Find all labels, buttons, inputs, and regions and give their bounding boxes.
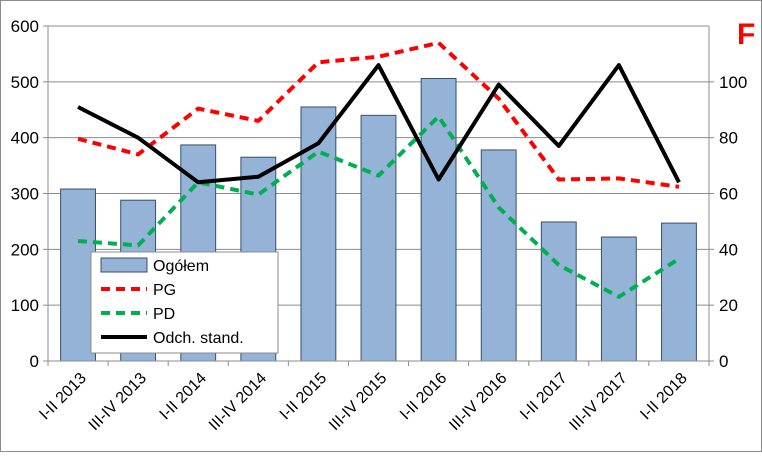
y-right-tick-label: 80	[719, 129, 738, 148]
y-axis-left-ticks: 0 100 200 300 400 500 600	[11, 17, 39, 371]
bar	[360, 114, 397, 362]
x-tick-label: I-II 2015	[277, 370, 331, 424]
x-tick-label: I-II 2013	[36, 370, 90, 424]
x-tick-label: III-IV 2016	[446, 370, 510, 434]
line-series-odch-stand-	[77, 63, 681, 185]
y-left-tick-label: 300	[11, 185, 39, 204]
x-tick-label: III-IV 2013	[86, 370, 150, 434]
bar	[420, 77, 457, 362]
x-tick-label: I-II 2016	[397, 370, 451, 424]
x-tick-label: I-II 2018	[637, 370, 691, 424]
y-left-tick-label: 500	[11, 73, 39, 92]
x-tick-label: III-IV 2017	[566, 370, 630, 434]
bar	[480, 149, 517, 362]
line-series	[77, 40, 681, 299]
y-right-tick-label: 60	[719, 185, 738, 204]
legend-label: PG	[153, 282, 176, 299]
y-left-tick-label: 400	[11, 129, 39, 148]
x-tick-label: III-IV 2015	[326, 370, 390, 434]
x-tick-label: I-II 2017	[517, 370, 571, 424]
y-left-tick-label: 200	[11, 240, 39, 259]
y-left-tick-label: 100	[11, 296, 39, 315]
bar	[600, 236, 637, 362]
y-axis-right-ticks: 0 20 40 60 80 100	[719, 73, 747, 371]
line-series-pd	[77, 114, 681, 299]
x-tick-label: III-IV 2014	[206, 370, 270, 434]
bar	[540, 221, 577, 362]
y-right-tick-label: 40	[719, 240, 738, 259]
x-tick-label: I-II 2014	[157, 370, 211, 424]
bar	[60, 188, 96, 362]
y-right-tick-label: 0	[719, 352, 728, 371]
y-right-tick-label: 20	[719, 296, 738, 315]
axes	[43, 25, 714, 366]
legend-label: Ogółem	[153, 258, 209, 275]
y-right-tick-label: 100	[719, 73, 747, 92]
line-series-pg	[77, 40, 680, 189]
y-left-tick-label: 600	[11, 17, 39, 36]
legend-label: Odch. stand.	[153, 330, 244, 347]
legend-swatch	[100, 257, 148, 273]
bar	[661, 222, 697, 362]
corner-label: F	[737, 18, 755, 51]
legend: Ogółem PG PD Odch. stand.	[90, 251, 279, 354]
y-left-tick-label: 0	[30, 352, 39, 371]
legend-label: PD	[153, 306, 175, 323]
